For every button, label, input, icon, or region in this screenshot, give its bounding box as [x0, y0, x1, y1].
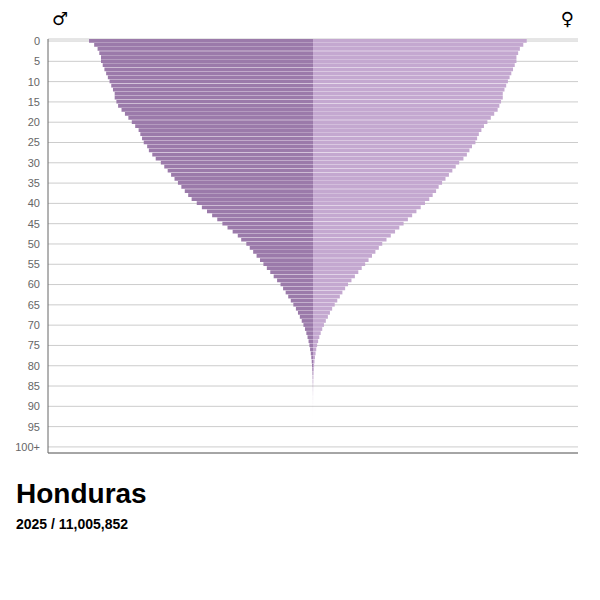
svg-text:5: 5 — [34, 55, 40, 67]
svg-text:60: 60 — [28, 278, 40, 290]
svg-text:50: 50 — [28, 238, 40, 250]
svg-text:45: 45 — [28, 218, 40, 230]
svg-text:0: 0 — [34, 35, 40, 47]
svg-text:25: 25 — [28, 136, 40, 148]
svg-text:80: 80 — [28, 360, 40, 372]
svg-text:90: 90 — [28, 400, 40, 412]
html-text:Honduras: Honduras — [16, 478, 147, 509]
svg-text:70: 70 — [28, 319, 40, 331]
svg-text:20: 20 — [28, 116, 40, 128]
svg-text:65: 65 — [28, 299, 40, 311]
svg-text:85: 85 — [28, 380, 40, 392]
svg-text:55: 55 — [28, 258, 40, 270]
svg-text:35: 35 — [28, 177, 40, 189]
svg-text:100+: 100+ — [15, 441, 40, 453]
svg-text:10: 10 — [28, 76, 40, 88]
html-text:2025 / 11,005,852: 2025 / 11,005,852 — [16, 516, 129, 532]
svg-text:30: 30 — [28, 157, 40, 169]
svg-text:40: 40 — [28, 197, 40, 209]
svg-text:95: 95 — [28, 421, 40, 433]
svg-text:15: 15 — [28, 96, 40, 108]
svg-text:75: 75 — [28, 339, 40, 351]
